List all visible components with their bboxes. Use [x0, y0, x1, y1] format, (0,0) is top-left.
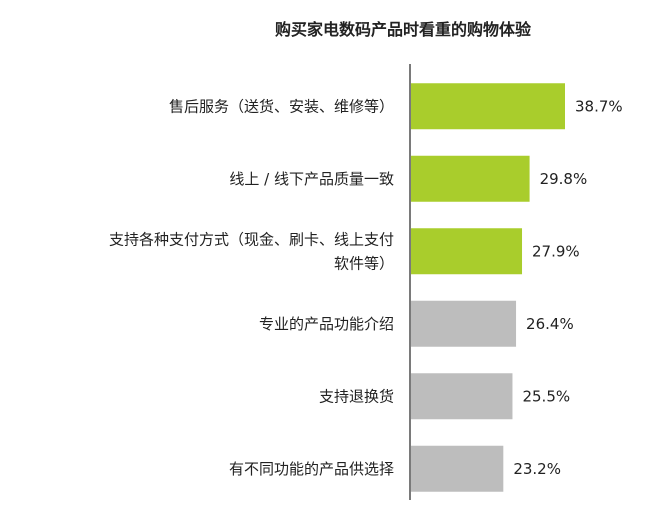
category-label-line: 专业的产品功能介绍: [259, 315, 394, 333]
value-label-5: 23.2%: [513, 460, 561, 478]
value-label-0: 38.7%: [575, 97, 623, 115]
bar-3: [411, 300, 517, 347]
category-label-3: 专业的产品功能介绍: [259, 315, 394, 333]
category-label-4: 支持退换货: [319, 387, 394, 405]
category-label-1: 线上 / 线下产品质量一致: [229, 170, 394, 188]
category-label-line: 软件等）: [334, 254, 394, 272]
chart-title: 购买家电数码产品时看重的购物体验: [274, 20, 531, 39]
category-label-5: 有不同功能的产品供选择: [229, 460, 394, 478]
bar-0: [411, 83, 565, 130]
category-label-2: 支持各种支付方式（现金、刷卡、线上支付软件等）: [109, 230, 394, 272]
category-label-line: 有不同功能的产品供选择: [229, 460, 394, 478]
value-label-1: 29.8%: [540, 170, 588, 188]
bar-5: [411, 445, 504, 492]
category-label-line: 线上 / 线下产品质量一致: [229, 170, 394, 188]
category-label-line: 售后服务（送货、安装、维修等）: [169, 97, 394, 115]
value-label-4: 25.5%: [522, 387, 570, 405]
category-label-line: 支持退换货: [319, 387, 394, 405]
value-label-2: 27.9%: [532, 242, 580, 260]
bar-1: [411, 155, 530, 202]
value-label-3: 26.4%: [526, 315, 574, 333]
bar-4: [411, 373, 513, 420]
category-label-0: 售后服务（送货、安装、维修等）: [169, 97, 394, 115]
category-label-line: 支持各种支付方式（现金、刷卡、线上支付: [109, 230, 394, 248]
bar-2: [411, 228, 523, 275]
